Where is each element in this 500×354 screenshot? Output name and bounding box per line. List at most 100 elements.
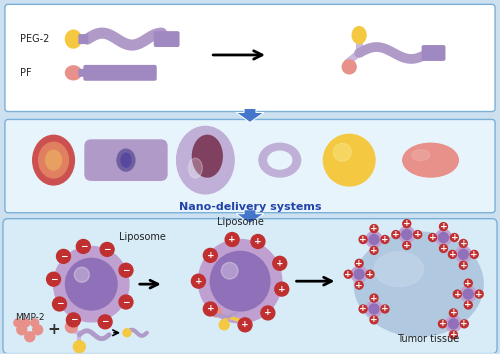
FancyBboxPatch shape [422,45,446,61]
Circle shape [450,309,458,317]
Circle shape [66,321,78,333]
Circle shape [438,233,448,242]
Text: +: + [254,237,262,246]
Text: +: + [448,250,456,259]
Text: +: + [460,239,467,248]
Ellipse shape [188,158,202,178]
Circle shape [204,249,218,262]
Ellipse shape [192,135,222,177]
Ellipse shape [268,151,291,169]
Text: +: + [460,261,467,270]
Circle shape [438,320,446,328]
Ellipse shape [342,60,356,74]
Text: MMP-2: MMP-2 [15,313,44,322]
Text: +: + [206,304,214,313]
Circle shape [460,320,468,328]
Circle shape [369,235,379,245]
Text: −: − [60,252,67,261]
Circle shape [355,259,363,267]
Circle shape [354,269,364,279]
Text: +: + [370,246,378,255]
Circle shape [14,319,22,327]
FancyBboxPatch shape [78,69,86,77]
Circle shape [403,241,410,250]
Circle shape [54,246,129,322]
Circle shape [251,235,265,249]
Text: +: + [344,270,352,279]
Circle shape [74,267,90,282]
Text: +: + [440,222,448,231]
Text: +: + [403,219,410,228]
Text: −: − [122,266,130,275]
Circle shape [17,325,27,335]
Ellipse shape [117,149,135,171]
Circle shape [324,134,375,186]
Text: +: + [370,224,378,233]
Circle shape [32,325,42,335]
Text: +: + [403,241,410,250]
Circle shape [460,286,476,302]
FancyBboxPatch shape [5,4,495,112]
FancyBboxPatch shape [78,34,88,44]
Circle shape [414,230,422,239]
Text: −: − [80,242,87,251]
Circle shape [446,316,462,332]
Circle shape [448,319,458,329]
Circle shape [464,279,472,287]
Text: +: + [206,251,214,260]
Text: +: + [47,322,60,337]
Circle shape [448,250,456,258]
Ellipse shape [66,66,82,80]
Circle shape [460,261,468,269]
Text: PEG-2: PEG-2 [20,34,49,44]
Circle shape [450,331,458,339]
Text: +: + [241,320,249,329]
Circle shape [100,242,114,256]
Circle shape [355,281,363,289]
Circle shape [456,246,471,262]
Ellipse shape [403,143,458,177]
Circle shape [399,227,414,242]
Text: +: + [370,315,378,324]
Ellipse shape [38,142,68,178]
Circle shape [475,290,483,298]
Circle shape [119,295,133,309]
Circle shape [440,245,448,252]
Circle shape [225,233,239,246]
Circle shape [402,230,411,240]
Circle shape [204,302,218,316]
FancyBboxPatch shape [154,31,180,47]
FancyBboxPatch shape [3,219,497,354]
Circle shape [238,318,252,332]
Text: +: + [356,281,363,290]
Circle shape [334,143,351,161]
Ellipse shape [354,232,483,336]
Circle shape [66,258,117,310]
Circle shape [66,313,80,327]
Text: +: + [450,330,457,339]
Circle shape [56,250,70,263]
Text: −: − [70,315,77,324]
Text: +: + [360,235,367,244]
Circle shape [470,250,478,258]
Circle shape [428,234,436,241]
Text: +: + [476,290,483,298]
Circle shape [210,251,270,311]
Circle shape [275,282,288,296]
Text: +: + [470,250,478,259]
Ellipse shape [46,150,62,170]
Text: +: + [381,235,388,244]
Circle shape [370,246,378,255]
Text: +: + [440,244,448,253]
Circle shape [359,305,367,313]
Circle shape [344,270,352,278]
Text: +: + [228,235,236,244]
Circle shape [123,329,131,337]
Ellipse shape [259,143,300,177]
Text: Nano-delivery systems: Nano-delivery systems [179,202,321,212]
Circle shape [351,266,367,282]
Circle shape [369,304,379,314]
Circle shape [381,305,389,313]
Circle shape [370,316,378,324]
Text: +: + [450,233,458,242]
